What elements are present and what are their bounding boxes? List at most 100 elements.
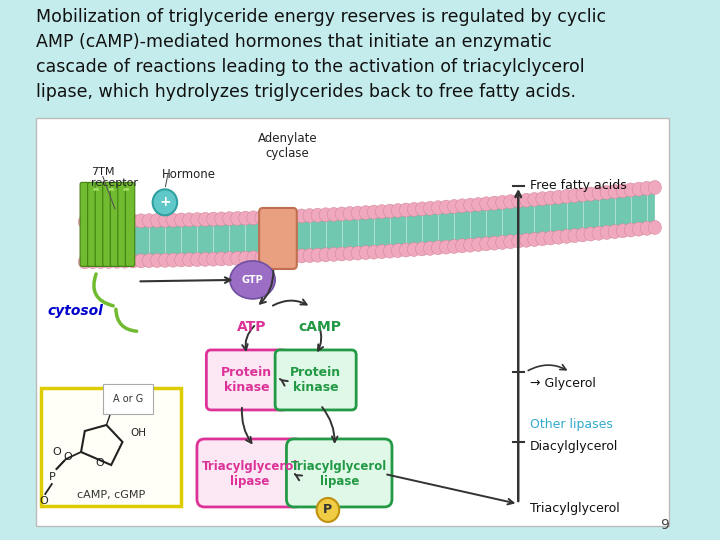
Circle shape [439,200,453,214]
Circle shape [319,248,332,262]
Circle shape [608,185,621,199]
Circle shape [528,192,541,206]
Circle shape [110,254,124,268]
Circle shape [536,192,549,206]
Circle shape [480,237,493,251]
Text: Free fatty acids: Free fatty acids [529,179,626,192]
Circle shape [110,214,124,228]
Circle shape [287,249,300,264]
Circle shape [608,225,621,239]
Circle shape [431,201,445,215]
Circle shape [560,190,573,204]
FancyBboxPatch shape [125,183,135,266]
Circle shape [528,233,541,246]
Circle shape [255,251,268,265]
Text: → Glycerol: → Glycerol [529,377,595,390]
Text: P: P [48,472,55,482]
Circle shape [400,243,413,257]
Circle shape [383,204,397,218]
Circle shape [648,180,662,194]
Circle shape [487,236,501,250]
Circle shape [143,214,156,228]
Circle shape [295,249,308,263]
FancyBboxPatch shape [95,183,104,266]
Text: 7TM
receptor: 7TM receptor [91,167,138,188]
Circle shape [351,206,364,220]
Circle shape [78,215,91,229]
Circle shape [191,253,204,267]
FancyBboxPatch shape [287,439,392,507]
Circle shape [367,205,380,219]
Text: O: O [63,452,72,462]
FancyBboxPatch shape [36,118,669,526]
Circle shape [552,190,565,204]
Circle shape [311,208,324,222]
Text: Protein
kinase: Protein kinase [221,366,272,394]
Circle shape [271,210,284,224]
Circle shape [544,191,557,205]
Text: Other lipases: Other lipases [529,418,613,431]
Circle shape [271,250,284,264]
Circle shape [512,234,525,248]
Circle shape [94,214,107,228]
Circle shape [359,206,372,220]
Circle shape [231,212,244,225]
Circle shape [504,195,517,208]
Circle shape [600,185,613,199]
Circle shape [568,188,581,202]
Circle shape [239,211,252,225]
Circle shape [512,194,525,208]
Circle shape [335,207,348,221]
Circle shape [632,182,645,196]
Circle shape [166,253,180,267]
Circle shape [327,247,341,261]
Circle shape [392,244,405,258]
Circle shape [78,255,91,269]
Circle shape [343,206,356,220]
FancyBboxPatch shape [207,350,287,410]
Circle shape [153,190,177,215]
Circle shape [480,197,493,211]
Circle shape [135,214,148,228]
Circle shape [496,235,509,249]
Circle shape [343,247,356,260]
Circle shape [472,198,485,212]
Circle shape [536,232,549,246]
Circle shape [215,212,228,226]
Circle shape [127,214,140,228]
Circle shape [191,213,204,227]
Circle shape [222,212,236,226]
Circle shape [383,244,397,258]
Circle shape [640,221,654,235]
Circle shape [592,186,606,200]
FancyBboxPatch shape [88,183,97,266]
Text: O: O [52,447,61,457]
Circle shape [317,498,339,522]
Circle shape [375,245,389,259]
Circle shape [199,252,212,266]
Circle shape [311,248,324,262]
Circle shape [255,211,268,225]
Circle shape [351,246,364,260]
Circle shape [632,222,645,236]
Circle shape [616,184,629,198]
Circle shape [600,225,613,239]
FancyBboxPatch shape [259,208,297,269]
Text: cAMP, cGMP: cAMP, cGMP [77,490,145,500]
Text: Triacylglycerol
lipase: Triacylglycerol lipase [291,460,387,488]
Circle shape [279,210,292,224]
Circle shape [472,238,485,252]
Circle shape [624,223,637,237]
FancyBboxPatch shape [197,439,302,507]
Circle shape [456,199,469,213]
Circle shape [207,212,220,226]
Circle shape [127,254,140,268]
Circle shape [423,201,436,215]
Circle shape [464,238,477,252]
Circle shape [592,226,606,240]
Circle shape [327,207,341,221]
Circle shape [423,241,436,255]
Circle shape [648,220,662,234]
Circle shape [496,195,509,210]
Text: cytosol: cytosol [47,304,103,318]
